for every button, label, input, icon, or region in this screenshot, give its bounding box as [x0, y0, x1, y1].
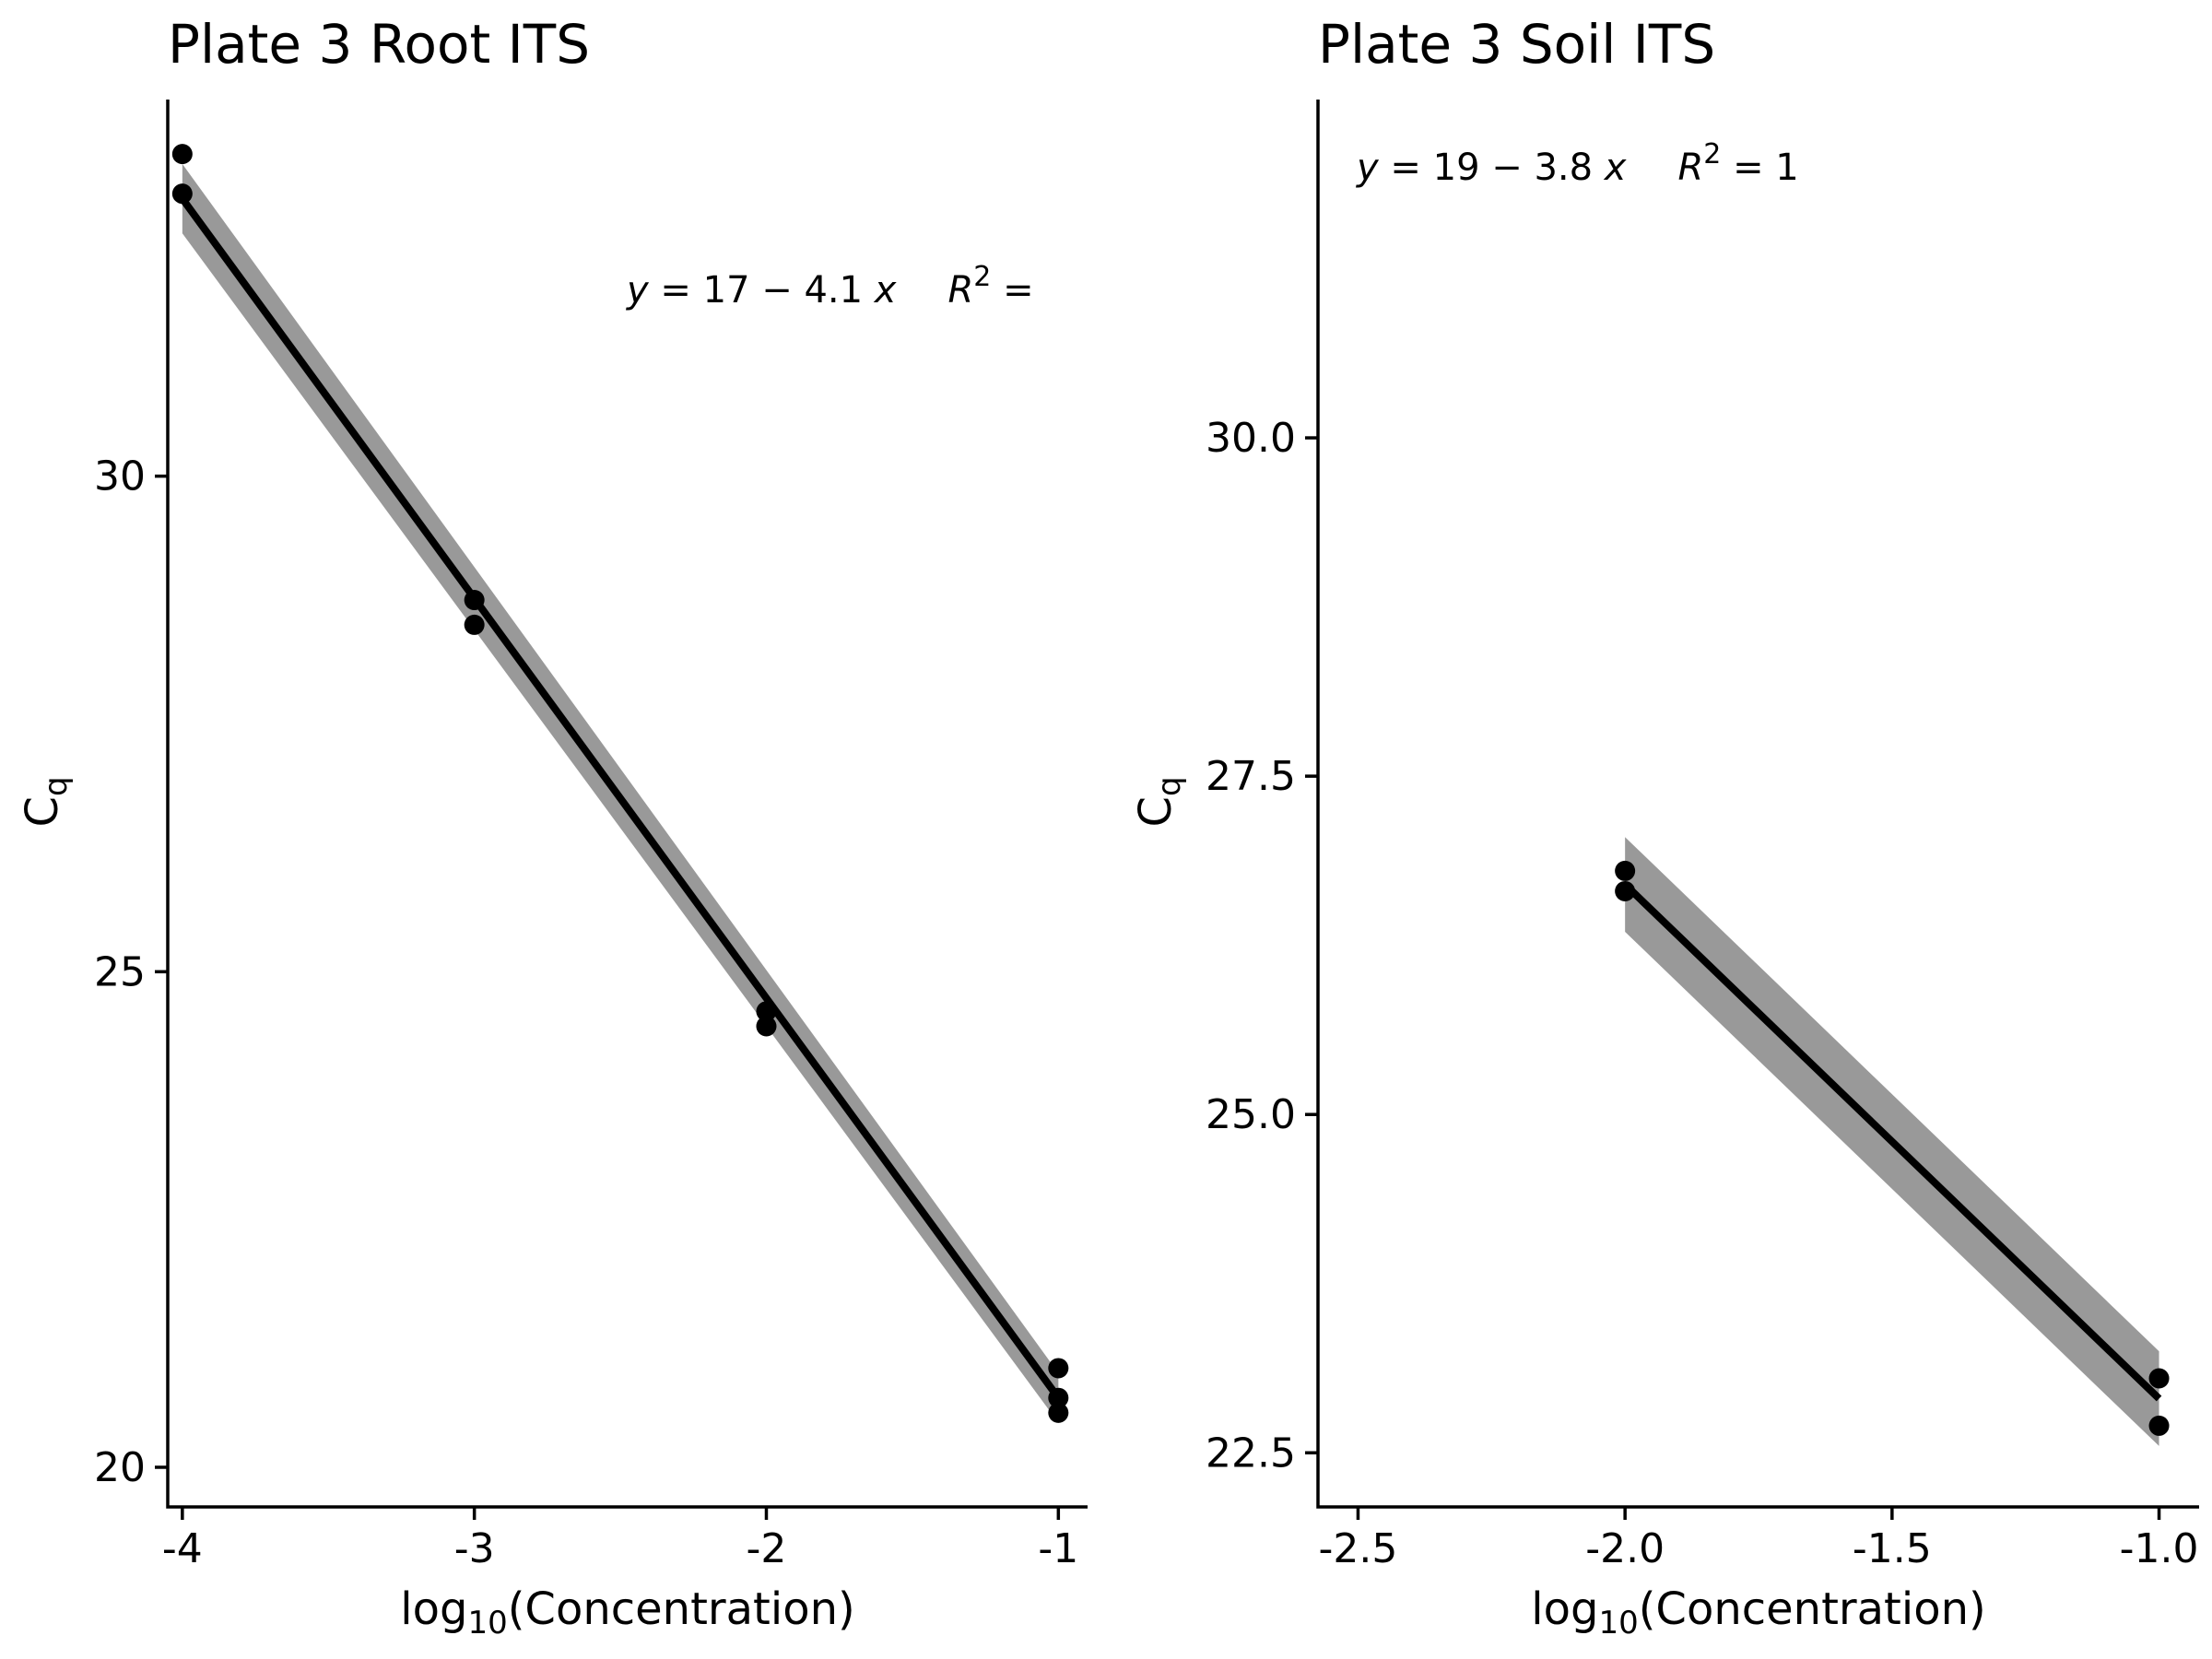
y-tick-label: 30.0 — [1206, 415, 1296, 462]
data-point — [756, 1001, 777, 1022]
x-axis-label: log10(Concentration) — [1531, 1583, 1985, 1641]
y-tick-label: 27.5 — [1206, 753, 1296, 800]
panel-title: Plate 3 Soil ITS — [1318, 13, 1715, 76]
x-tick-label: -1.0 — [2120, 1525, 2199, 1572]
x-tick-label: -4 — [162, 1525, 203, 1572]
panel-title: Plate 3 Root ITS — [168, 13, 590, 76]
x-tick-label: -1.5 — [1853, 1525, 1932, 1572]
panel-soil-its: Plate 3 Soil ITS -2.5 -2.0 -1.5 -1.0 22.5 25… — [1130, 13, 2199, 1641]
regression-line — [1622, 881, 2162, 1402]
x-tick-label: -1 — [1038, 1525, 1078, 1572]
x-tick-label: -3 — [454, 1525, 495, 1572]
data-point — [1615, 860, 1636, 881]
data-point — [1048, 1402, 1069, 1423]
y-axis-label: Cq — [1130, 776, 1188, 827]
data-point — [171, 144, 193, 165]
y-axis-ticks: 22.5 25.0 27.5 30.0 — [1206, 415, 1318, 1477]
regression-equation: y = 19 − 3.8 x R2 = 1 — [1356, 138, 1799, 189]
y-tick-label: 20 — [94, 1444, 146, 1491]
data-point — [2148, 1368, 2170, 1389]
y-tick-label: 22.5 — [1206, 1430, 1296, 1477]
regression-equation: y = 17 − 4.1 x R2 = — [626, 261, 1034, 312]
y-tick-label: 25 — [94, 948, 146, 995]
x-axis-ticks: -2.5 -2.0 -1.5 -1.0 — [1319, 1507, 2199, 1572]
panel-root-its: Plate 3 Root ITS -4 -3 -2 -1 20 25 30 log10(C… — [17, 13, 1088, 1641]
x-tick-label: -2 — [747, 1525, 787, 1572]
y-axis-ticks: 20 25 30 — [94, 453, 168, 1491]
y-tick-label: 30 — [94, 453, 146, 500]
data-point — [1048, 1387, 1069, 1408]
data-point — [464, 614, 485, 635]
x-tick-label: -2.0 — [1585, 1525, 1665, 1572]
data-point — [2148, 1415, 2170, 1436]
plot-area — [171, 144, 1069, 1423]
x-tick-label: -2.5 — [1319, 1525, 1398, 1572]
y-axis-label: Cq — [17, 776, 75, 827]
x-axis-label: log10(Concentration) — [400, 1583, 854, 1641]
data-point — [464, 590, 485, 611]
axis-lines — [166, 100, 1088, 1509]
data-point — [1048, 1358, 1069, 1379]
regression-line — [179, 196, 1062, 1401]
y-tick-label: 25.0 — [1206, 1091, 1296, 1138]
data-point — [171, 183, 193, 205]
axis-lines — [1316, 100, 2199, 1509]
data-point — [756, 1016, 777, 1037]
plot-area — [1615, 837, 2170, 1446]
data-point — [1615, 880, 1636, 901]
x-axis-ticks: -4 -3 -2 -1 — [162, 1507, 1078, 1572]
